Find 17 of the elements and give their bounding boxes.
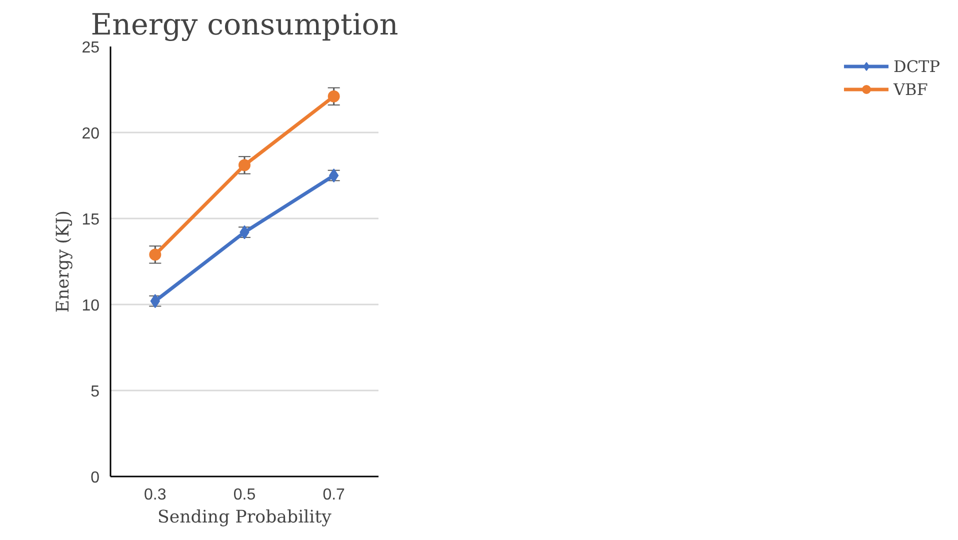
- y-tick-label: 20: [82, 126, 100, 142]
- x-tick-label: 0.5: [233, 486, 256, 504]
- legend-label: VBF: [893, 80, 928, 98]
- point: [238, 159, 250, 172]
- y-tick-label: 10: [82, 298, 100, 314]
- x-tick-label: 0.7: [322, 486, 346, 504]
- y-tick-label: 15: [82, 212, 100, 228]
- legend-label: DCTP: [893, 56, 940, 76]
- x-tick-label: 0.3: [144, 486, 166, 504]
- y-axis-title: Energy (KJ): [54, 210, 74, 313]
- point: [328, 90, 340, 102]
- y-tick-label: 25: [82, 40, 100, 56]
- point: [149, 248, 162, 261]
- chart-title: Energy consumption: [90, 8, 398, 42]
- y-tick-label: 0: [90, 470, 100, 486]
- y-tick-label: 5: [90, 384, 100, 400]
- x-axis-title: Sending Probability: [158, 508, 332, 528]
